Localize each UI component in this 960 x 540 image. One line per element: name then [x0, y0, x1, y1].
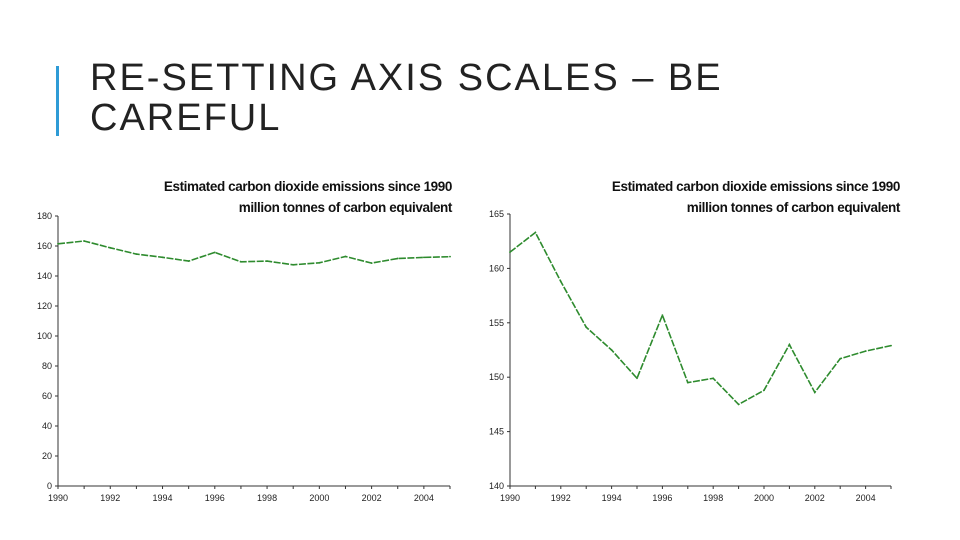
chart-full-scale-data-point — [318, 261, 321, 264]
chart-full-scale-x-tick-label: 2002 — [362, 493, 382, 503]
chart-full-scale-y-tick-label: 120 — [37, 301, 52, 311]
chart-zoomed-scale-data-point — [636, 377, 638, 380]
chart-full-scale-x-tick-label: 1996 — [205, 493, 225, 503]
chart-full-scale-data-point — [57, 242, 59, 245]
chart-full-scale-plot: 0 20 40 60 80 100 120 140 160 180 1990 1992 1994 1996… — [37, 211, 451, 503]
chart-zoomed-scale-x-tick-label: 1996 — [652, 493, 672, 503]
chart-full-scale-data-point — [161, 256, 164, 259]
chart-full-scale-data-point — [422, 256, 425, 259]
chart-zoomed-scale-data-point — [890, 344, 892, 347]
chart-full-scale-x-tick-label: 1990 — [48, 493, 68, 503]
slide-title: RE-SETTING AXIS SCALES – BE CAREFUL — [90, 57, 723, 139]
chart-zoomed-scale-plot: 140 145 150 155 160 165 1990 1992 1994 1996 1998 20… — [489, 209, 892, 503]
chart-zoomed-scale-data-point — [788, 343, 791, 346]
chart-zoomed-scale-data-point — [737, 403, 740, 406]
chart-full-scale-y-tick-label: 180 — [37, 211, 52, 221]
chart-zoomed-scale-data-point — [864, 350, 867, 352]
chart-full-scale-y-tick-label: 20 — [42, 451, 52, 461]
chart-full-scale-data-point — [83, 240, 86, 242]
chart-zoomed-scale-x-tick-label: 1994 — [602, 493, 622, 503]
chart-zoomed-scale-x-tick-label: 2004 — [856, 493, 876, 503]
chart-full-scale-y-tick-label: 60 — [42, 391, 52, 401]
chart-full-scale-y-tick-label: 80 — [42, 361, 52, 371]
chart-zoomed-scale-series-line — [509, 231, 892, 406]
chart-zoomed-scale-data-point — [813, 391, 816, 394]
chart-full-scale-y-tick-label: 160 — [37, 241, 52, 251]
chart-zoomed-scale-data-point — [509, 251, 511, 253]
chart-zoomed-scale-x-tick-label: 1992 — [551, 493, 571, 503]
chart-zoomed-scale-data-point — [839, 357, 842, 360]
chart-full-scale-x-tick-label: 1994 — [153, 493, 173, 503]
chart-zoomed-scale-data-point — [559, 280, 562, 283]
chart-full-scale-data-point — [109, 246, 112, 249]
chart-zoomed-scale-title: Estimated carbon dioxide emissions since… — [611, 179, 901, 194]
chart-zoomed-scale-y-tick-label: 140 — [489, 481, 504, 491]
chart-zoomed-scale-x-tick-label: 1990 — [500, 493, 520, 503]
chart-zoomed-scale-data-point — [712, 377, 715, 380]
chart-full-scale-data-point — [187, 260, 190, 263]
chart-full-scale-title-block: Estimated carbon dioxide emissions since… — [163, 176, 453, 218]
chart-zoomed-scale-y-tick-label: 150 — [489, 372, 504, 382]
chart-full-scale-series-line — [57, 240, 451, 266]
chart-full-scale-title: Estimated carbon dioxide emissions since… — [163, 179, 453, 194]
chart-full-scale: 0 20 40 60 80 100 120 140 160 180 1990 1992 1994 1996… — [20, 170, 460, 520]
chart-zoomed-scale-data-point — [585, 326, 588, 329]
chart-zoomed-scale-x-tick-label: 2002 — [805, 493, 825, 503]
chart-zoomed-scale-data-point — [661, 314, 664, 317]
chart-full-scale-data-point — [396, 257, 399, 260]
chart-full-scale-y-tick-label: 140 — [37, 271, 52, 281]
title-accent-bar — [56, 66, 59, 136]
chart-zoomed-scale-title-block: Estimated carbon dioxide emissions since… — [611, 176, 901, 218]
chart-zoomed-scale-y-tick-label: 145 — [489, 427, 504, 437]
chart-full-scale-y-tick-label: 0 — [47, 481, 52, 491]
chart-zoomed-scale-data-point — [686, 381, 689, 384]
chart-full-scale-x-tick-label: 2000 — [309, 493, 329, 503]
chart-full-scale-y-tick-label: 40 — [42, 421, 52, 431]
chart-full-scale-data-point — [292, 263, 295, 266]
chart-full-scale-subtitle: million tonnes of carbon equivalent — [238, 200, 453, 215]
chart-zoomed-scale-x-tick-label: 2000 — [754, 493, 774, 503]
chart-full-scale-data-point — [266, 260, 268, 263]
chart-full-scale-x-tick-label: 1992 — [100, 493, 120, 503]
chart-zoomed-scale-data-point — [610, 349, 613, 351]
chart-full-scale-data-point — [135, 253, 138, 255]
chart-full-scale-data-point — [240, 260, 242, 263]
chart-zoomed-scale-subtitle: million tonnes of carbon equivalent — [686, 200, 901, 215]
chart-zoomed-scale-x-tick-label: 1998 — [703, 493, 723, 503]
chart-zoomed-scale-data-point — [534, 231, 537, 234]
chart-full-scale-y-tick-label: 100 — [37, 331, 52, 341]
chart-zoomed-scale-y-tick-label: 160 — [489, 263, 504, 273]
chart-zoomed-scale-data-point — [763, 389, 765, 392]
chart-zoomed-scale-y-tick-label: 155 — [489, 318, 504, 328]
chart-zoomed-scale: 140 145 150 155 160 165 1990 1992 1994 1996 1998 20… — [468, 170, 908, 520]
chart-full-scale-data-point — [449, 255, 451, 258]
chart-zoomed-scale-y-tick-label: 165 — [489, 209, 504, 219]
chart-full-scale-x-tick-label: 2004 — [414, 493, 434, 503]
chart-full-scale-x-tick-label: 1998 — [257, 493, 277, 503]
chart-full-scale-data-point — [370, 262, 373, 264]
chart-full-scale-data-point — [213, 251, 216, 254]
chart-full-scale-data-point — [344, 255, 347, 258]
